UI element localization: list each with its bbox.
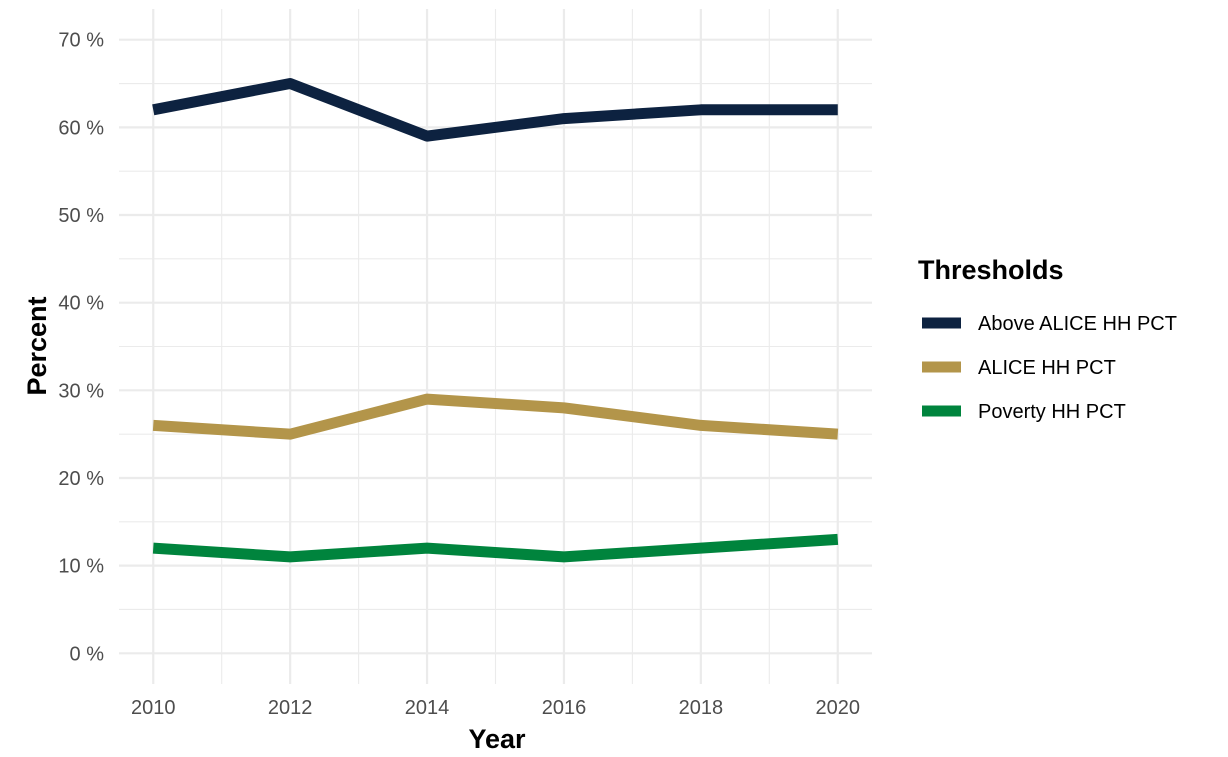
x-tick-label: 2016 [542,697,587,719]
legend-label-poverty-hh-pct: Poverty HH PCT [978,401,1126,423]
x-axis-tick-labels: 2010 2012 2014 2016 2018 2020 [131,697,860,719]
legend-items: Above ALICE HH PCT ALICE HH PCT Poverty HH… [922,313,1177,423]
y-tick-label: 10 % [58,556,104,578]
y-tick-label: 70 % [58,30,104,52]
x-tick-label: 2020 [816,697,861,719]
legend-label-above-alice-hh-pct: Above ALICE HH PCT [978,313,1177,335]
series-line-above-alice-hh-pct [152,78,838,142]
y-tick-label: 0 % [70,643,105,665]
x-tick-label: 2018 [679,697,724,719]
series-line-poverty-hh-pct [152,533,839,563]
legend-label-alice-hh-pct: ALICE HH PCT [978,357,1116,379]
series-line-alice-hh-pct [152,393,839,440]
y-tick-label: 40 % [58,293,104,315]
legend-title: Thresholds [918,255,1064,285]
major-gridlines [119,9,872,684]
x-tick-label: 2012 [268,697,313,719]
y-axis-tick-labels: 0 % 10 % 20 % 30 % 40 % 50 % 60 % 70 % [58,30,104,666]
y-axis-title: Percent [22,296,52,395]
x-tick-label: 2014 [405,697,450,719]
series-lines [152,78,839,563]
legend: Thresholds Above ALICE HH PCT ALICE HH PC… [918,255,1177,423]
y-tick-label: 50 % [58,205,104,227]
x-axis-title: Year [468,724,526,754]
y-tick-label: 60 % [58,117,104,139]
x-tick-label: 2010 [131,697,176,719]
y-tick-label: 30 % [58,380,104,402]
y-tick-label: 20 % [58,468,104,490]
